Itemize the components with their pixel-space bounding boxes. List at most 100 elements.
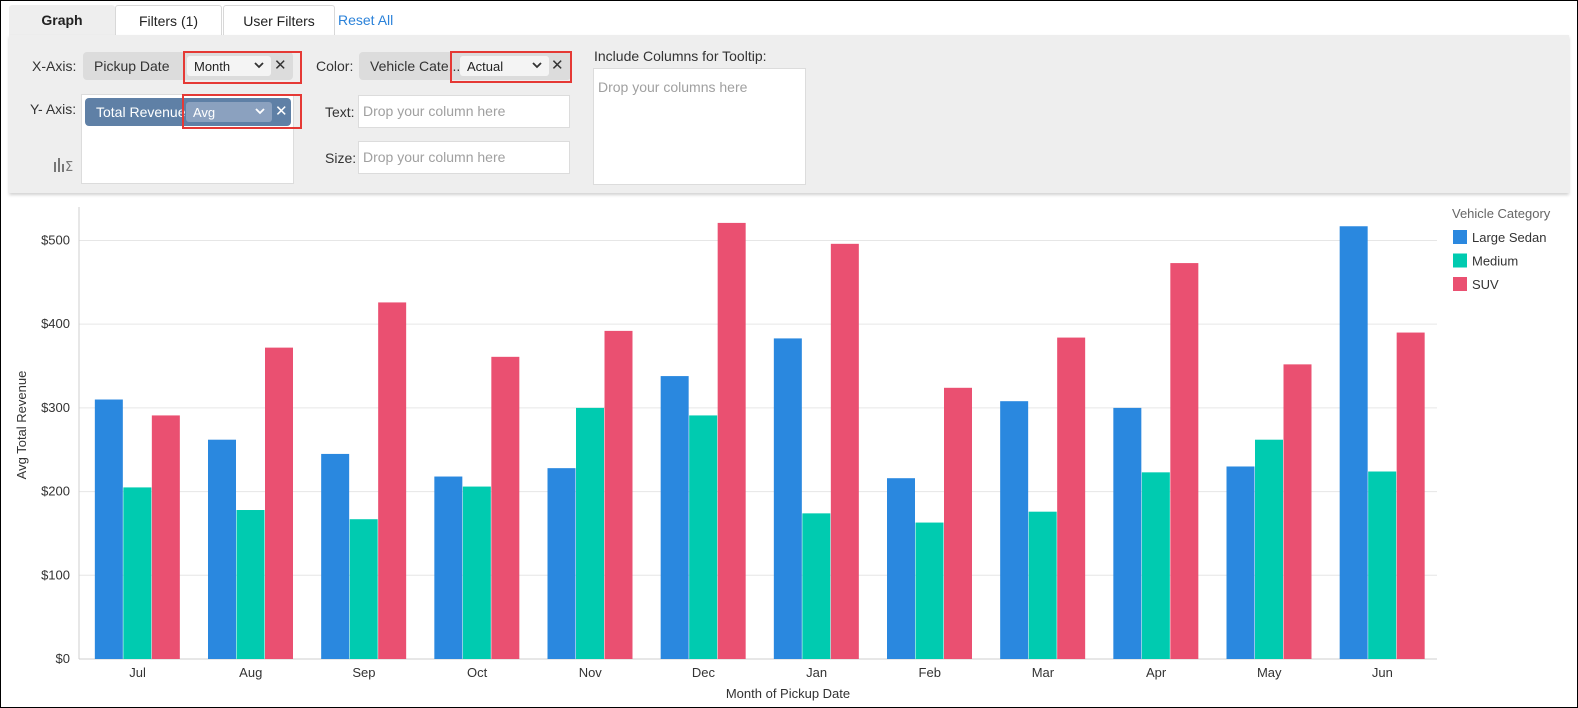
x-tick-label: Feb	[919, 665, 941, 680]
x-tick-label: May	[1257, 665, 1282, 680]
chevron-down-icon	[255, 108, 265, 115]
size-dropzone-placeholder: Drop your column here	[363, 149, 506, 165]
shelf-panel: X-Axis: Pickup Date Month ✕ Y- Axis: Tot…	[9, 35, 1569, 193]
bar-large-sedan-nov[interactable]	[547, 468, 576, 659]
bar-suv-jan[interactable]	[830, 243, 859, 659]
tooltip-label: Include Columns for Tooltip:	[594, 48, 767, 64]
bar-large-sedan-jan[interactable]	[773, 338, 802, 659]
svg-text:Σ: Σ	[65, 160, 73, 173]
color-aggregation-value: Actual	[467, 58, 504, 74]
tooltip-dropzone[interactable]: Drop your columns here	[593, 68, 806, 185]
bar-chart: $0 $100 $200 $300 $400 $500 Jul Aug Sep Oct Nov Dec…	[14, 206, 1551, 701]
bar-medium-mar[interactable]	[1028, 511, 1057, 659]
x-tick-label: Jan	[806, 665, 827, 680]
y-tick-label: $300	[41, 400, 70, 415]
x-tick-label: Jul	[129, 665, 146, 680]
bar-large-sedan-may[interactable]	[1226, 466, 1255, 659]
reset-all-link[interactable]: Reset All	[338, 12, 394, 28]
chevron-down-icon	[254, 62, 264, 69]
legend-swatch[interactable]	[1453, 277, 1467, 291]
bar-large-sedan-oct[interactable]	[434, 476, 463, 659]
bar-medium-dec[interactable]	[689, 415, 718, 659]
x-tick-label: Oct	[467, 665, 488, 680]
x-axis-field-name: Pickup Date	[94, 58, 170, 74]
bar-large-sedan-jul[interactable]	[94, 399, 123, 659]
bar-large-sedan-sep[interactable]	[321, 453, 350, 659]
bar-suv-may[interactable]	[1283, 364, 1312, 659]
bar-suv-jun[interactable]	[1396, 332, 1425, 659]
y-tick-label: $100	[41, 567, 70, 582]
x-tick-label: Dec	[692, 665, 716, 680]
legend-swatch[interactable]	[1453, 253, 1467, 268]
bar-suv-aug[interactable]	[265, 347, 293, 659]
y-tick-label: $500	[41, 232, 70, 247]
remove-x-axis-icon[interactable]: ✕	[274, 57, 287, 74]
text-dropzone-placeholder: Drop your column here	[363, 103, 506, 119]
bar-medium-sep[interactable]	[349, 519, 378, 659]
chevron-down-icon	[532, 62, 542, 69]
bar-large-sedan-jun[interactable]	[1339, 226, 1368, 660]
color-label: Color:	[316, 58, 354, 74]
bar-large-sedan-dec[interactable]	[660, 376, 689, 659]
x-tick-label: Jun	[1372, 665, 1393, 680]
bar-suv-apr[interactable]	[1170, 263, 1199, 659]
y-tick-label: $400	[41, 316, 70, 331]
bar-medium-nov[interactable]	[576, 407, 604, 659]
bar-suv-sep[interactable]	[378, 302, 407, 659]
y-axis-label: Y- Axis:	[30, 101, 77, 117]
tab-bar: Graph Filters (1) User Filters Reset All	[9, 1, 1569, 35]
tab-graph[interactable]: Graph	[9, 5, 115, 35]
legend-swatch[interactable]	[1453, 230, 1467, 244]
bar-medium-jun[interactable]	[1368, 471, 1397, 659]
legend-item-label[interactable]: Large Sedan	[1472, 230, 1546, 245]
summary-chart-icon[interactable]: Σ	[53, 155, 75, 173]
color-field-name: Vehicle Cate...	[370, 58, 461, 74]
x-tick-label: Sep	[352, 665, 375, 680]
x-tick-label: Aug	[239, 665, 262, 680]
x-axis-aggregation-select[interactable]: Month	[187, 56, 271, 76]
remove-y-axis-icon[interactable]: ✕	[275, 103, 288, 120]
size-dropzone[interactable]: Drop your column here	[358, 141, 570, 174]
bar-suv-nov[interactable]	[604, 330, 633, 659]
tab-user-filters[interactable]: User Filters	[223, 5, 335, 35]
legend-title: Vehicle Category	[1452, 206, 1551, 221]
legend-item-label[interactable]: SUV	[1472, 277, 1499, 292]
y-tick-label: $0	[56, 651, 70, 666]
y-axis-title: Avg Total Revenue	[14, 371, 29, 480]
text-dropzone[interactable]: Drop your column here	[358, 95, 570, 128]
remove-color-icon[interactable]: ✕	[551, 57, 564, 74]
bar-suv-jul[interactable]	[151, 415, 180, 659]
size-label: Size:	[325, 150, 357, 166]
x-axis-label: X-Axis:	[32, 58, 77, 74]
bar-medium-aug[interactable]	[236, 510, 265, 659]
text-label: Text:	[325, 104, 355, 120]
y-axis-field-name: Total Revenue	[96, 104, 186, 120]
x-axis-aggregation-value: Month	[194, 58, 231, 74]
tooltip-dropzone-placeholder: Drop your columns here	[598, 79, 748, 95]
y-axis-aggregation-select[interactable]: Avg	[186, 102, 272, 122]
x-axis-title: Month of Pickup Date	[726, 686, 850, 701]
bar-medium-jan[interactable]	[802, 513, 831, 659]
bar-large-sedan-mar[interactable]	[1000, 401, 1029, 659]
color-aggregation-select[interactable]: Actual	[460, 56, 549, 76]
y-tick-label: $200	[41, 484, 70, 499]
bar-large-sedan-apr[interactable]	[1113, 407, 1142, 659]
bar-medium-feb[interactable]	[915, 522, 944, 659]
bar-large-sedan-aug[interactable]	[208, 439, 236, 659]
x-tick-label: Mar	[1032, 665, 1055, 680]
x-tick-label: Nov	[579, 665, 603, 680]
legend-item-label[interactable]: Medium	[1472, 254, 1518, 269]
bar-suv-dec[interactable]	[717, 222, 746, 660]
y-axis-aggregation-value: Avg	[193, 104, 216, 120]
bar-medium-oct[interactable]	[462, 486, 491, 659]
bar-suv-mar[interactable]	[1057, 337, 1086, 659]
bar-suv-oct[interactable]	[491, 356, 520, 659]
bar-medium-apr[interactable]	[1141, 472, 1170, 659]
bar-medium-may[interactable]	[1255, 439, 1283, 659]
x-tick-label: Apr	[1146, 665, 1167, 680]
bar-large-sedan-feb[interactable]	[887, 478, 915, 659]
tab-filters[interactable]: Filters (1)	[115, 5, 222, 35]
bar-medium-jul[interactable]	[123, 487, 152, 659]
bar-suv-feb[interactable]	[944, 387, 972, 659]
